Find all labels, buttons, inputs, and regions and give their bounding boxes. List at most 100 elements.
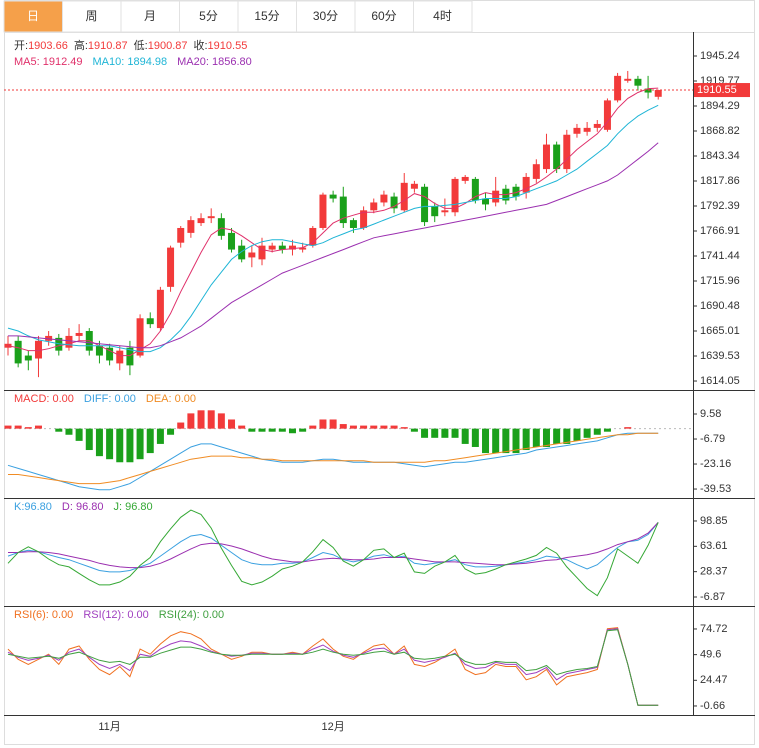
y-tick-label: 1817.86 xyxy=(700,175,740,187)
tab-label[interactable]: 60分 xyxy=(371,9,396,23)
ohlc-label: 低: xyxy=(134,39,148,52)
macd-bar xyxy=(228,419,236,429)
candle-body xyxy=(644,88,652,93)
candle-body xyxy=(248,252,256,258)
macd-bar xyxy=(217,413,225,429)
x-tick-label: 12月 xyxy=(321,721,344,733)
y-tick-label: -0.66 xyxy=(700,700,725,712)
y-tick-label: 24.47 xyxy=(700,674,728,686)
candle-body xyxy=(136,318,144,356)
macd-bar xyxy=(116,428,124,463)
indicator-line xyxy=(7,509,659,597)
candle-body xyxy=(532,164,540,179)
candle-body xyxy=(471,178,479,201)
tab-label[interactable]: 15分 xyxy=(254,9,279,23)
y-tick-label: 98.85 xyxy=(700,515,728,527)
legend-entry: MA10: 1894.98 xyxy=(93,56,168,68)
macd-bar xyxy=(248,428,256,432)
candle-body xyxy=(288,245,296,250)
indicator-line xyxy=(7,432,659,491)
candle-body xyxy=(461,176,469,181)
y-tick-label: 1690.48 xyxy=(700,300,740,312)
candle-body xyxy=(482,198,490,205)
candle-body xyxy=(634,78,642,86)
candle-body xyxy=(593,123,601,128)
legend-entry: RSI(24): 0.00 xyxy=(159,609,224,621)
indicator-line xyxy=(7,522,659,573)
legend-entry: MA20: 1856.80 xyxy=(177,56,252,68)
macd-bar xyxy=(339,424,347,429)
macd-bar xyxy=(624,427,632,429)
ohlc-label: 开: xyxy=(14,40,28,52)
candle-body xyxy=(603,100,611,130)
macd-bar xyxy=(390,425,398,429)
macd-bar xyxy=(471,428,479,447)
tab[interactable] xyxy=(179,0,239,33)
candle-body xyxy=(106,347,114,361)
legend-entry: D: 96.80 xyxy=(62,501,104,513)
tab[interactable] xyxy=(237,0,297,33)
tab-label[interactable]: 5分 xyxy=(199,9,218,23)
ohlc-label: 收: xyxy=(193,38,207,52)
tab-label[interactable]: 周 xyxy=(85,9,97,23)
candle-body xyxy=(360,210,368,228)
macd-bar xyxy=(451,428,459,438)
candle-body xyxy=(329,194,337,199)
ohlc-value: 1903.66 xyxy=(28,40,68,52)
macd-bar xyxy=(563,428,571,444)
macd-bar xyxy=(349,425,357,429)
candle-body xyxy=(339,196,347,224)
macd-bar xyxy=(95,428,103,457)
macd-bar xyxy=(573,428,581,441)
macd-bar xyxy=(207,410,215,429)
legend-entry: K:96.80 xyxy=(14,501,52,513)
macd-bar xyxy=(492,428,500,454)
macd-bar xyxy=(512,428,520,454)
tab-label[interactable]: 4时 xyxy=(433,9,452,23)
indicator-line xyxy=(8,432,659,485)
y-tick-label: 9.58 xyxy=(700,408,721,420)
macd-bar xyxy=(542,428,550,447)
macd-bar xyxy=(319,419,327,429)
macd-bar xyxy=(126,428,134,463)
legend-entry: RSI(12): 0.00 xyxy=(83,609,148,621)
macd-bar xyxy=(360,425,368,429)
y-tick-label: 1766.91 xyxy=(700,225,740,237)
candle-body xyxy=(24,355,32,361)
y-tick-label: 49.6 xyxy=(700,649,721,661)
y-tick-label: -23.16 xyxy=(700,458,731,470)
candle-body xyxy=(156,289,164,329)
legend-entry: DIFF: 0.00 xyxy=(84,393,136,405)
tab[interactable] xyxy=(3,0,63,33)
candle-body xyxy=(624,78,632,81)
candle-body xyxy=(390,196,398,209)
macd-bar xyxy=(522,428,530,451)
candle-body xyxy=(238,245,246,260)
macd-bar xyxy=(410,428,418,432)
tab-label[interactable]: 日 xyxy=(27,9,39,23)
y-tick-label: 28.37 xyxy=(700,566,728,578)
candle-body xyxy=(431,206,439,217)
legend-entry: J: 96.80 xyxy=(114,501,153,513)
candle-body xyxy=(299,247,307,250)
macd-bar xyxy=(603,428,611,432)
macd-bar xyxy=(278,428,286,432)
tab-label[interactable]: 30分 xyxy=(313,9,338,23)
tab-label[interactable]: 月 xyxy=(144,9,156,23)
ohlc-value: 1910.87 xyxy=(88,40,128,52)
candle-body xyxy=(34,340,42,359)
tab[interactable] xyxy=(354,0,414,33)
candle-body xyxy=(116,350,124,364)
candle-body xyxy=(146,318,154,325)
candle-body xyxy=(309,227,317,246)
tab[interactable] xyxy=(413,0,473,33)
y-tick-label: 1614.05 xyxy=(700,375,740,387)
macd-bar xyxy=(553,428,561,444)
legend-entry: RSI(6): 0.00 xyxy=(14,609,73,621)
y-tick-label: 1741.44 xyxy=(700,250,740,262)
indicator-line xyxy=(7,104,659,353)
tab[interactable] xyxy=(296,0,356,33)
candle-body xyxy=(614,75,622,101)
